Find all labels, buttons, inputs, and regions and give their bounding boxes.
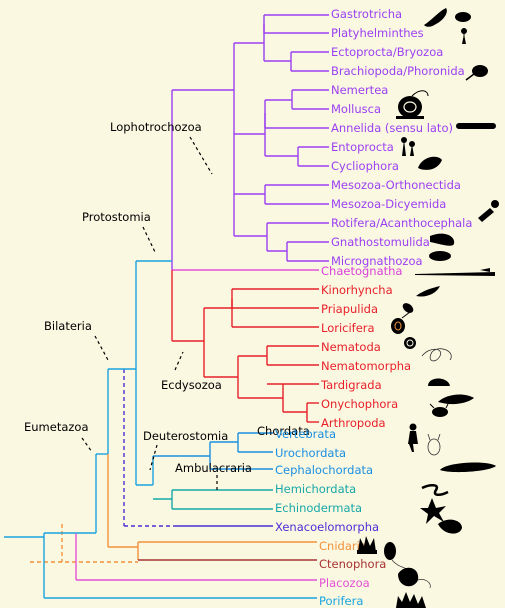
chaetognatha-silhouette-icon (415, 268, 495, 276)
taxon-label-echinodermata: Echinodermata (275, 501, 362, 515)
taxon-label-placozoa: Placozoa (319, 576, 370, 590)
taxon-label-kinorhyncha: Kinorhyncha (321, 283, 393, 297)
clade-label-eumetazoa: Eumetazoa (24, 420, 89, 434)
porifera-silhouette-icon (396, 592, 426, 608)
taxon-label-mesozoa-orthonectida: Mesozoa-Orthonectida (331, 178, 461, 192)
xenacoelomorpha-silhouette-icon (438, 519, 462, 534)
taxon-label-priapulida: Priapulida (321, 302, 378, 316)
protostomia-pointer (142, 226, 156, 253)
priapulida-silhouette-icon (402, 303, 414, 313)
taxon-label-arthropoda: Arthropoda (321, 416, 386, 430)
placozoa-silhouette-icon (398, 567, 431, 589)
taxon-label-cycliophora: Cycliophora (331, 159, 399, 173)
taxon-label-platyhelminthes: Platyhelminthes (331, 26, 424, 40)
clade-label-protostomia: Protostomia (82, 210, 151, 224)
gastrotricha-silhouette-icon (424, 8, 471, 27)
echinodermata-silhouette-icon (420, 498, 446, 524)
taxon-label-brachiopoda-phoronida: Brachiopoda/Phoronida (331, 64, 465, 78)
taxon-label-cnidaria: Cnidaria (319, 539, 367, 553)
taxon-label-porifera: Porifera (319, 594, 363, 608)
tardigrada-silhouette-icon (428, 378, 450, 386)
taxon-label-mesozoa-dicyemida: Mesozoa-Dicyemida (331, 197, 446, 211)
taxon-label-entoprocta: Entoprocta (331, 140, 394, 154)
nematoda-silhouette-icon (404, 337, 416, 349)
taxon-label-micrognathozoa: Micrognathozoa (331, 254, 423, 268)
taxon-label-rotifera-acanthocephala: Rotifera/Acanthocephala (331, 216, 472, 230)
clade-label-deuterostomia: Deuterostomia (143, 429, 228, 443)
gnathostomulida-silhouette-icon (430, 233, 455, 246)
taxon-label-nematoda: Nematoda (321, 340, 381, 354)
kinorhyncha-silhouette-icon (416, 286, 440, 297)
hemichordata-silhouette-icon (421, 484, 449, 496)
organism-silhouettes (357, 8, 499, 608)
taxon-label-cephalochordata: Cephalochordata (275, 463, 373, 477)
nematomorpha-silhouette-icon (421, 348, 452, 362)
deuterostomia-pointer (149, 444, 158, 471)
lophotrochozoa-pointer (189, 136, 213, 175)
taxon-labels: Gastrotricha Platyhelminthes Ectoprocta/Br… (275, 7, 472, 608)
clade-pointers (81, 136, 218, 491)
rotifera-silhouette-icon (478, 200, 499, 222)
cycliophora-silhouette-icon (418, 156, 442, 170)
bilateria-pointer (94, 335, 109, 361)
taxon-label-xenacoelomorpha: Xenacoelomorpha (275, 520, 379, 534)
taxon-label-gastrotricha: Gastrotricha (331, 7, 402, 21)
taxon-label-annelida: Annelida (sensu lato) (331, 121, 453, 135)
taxon-label-chaetognatha: Chaetognatha (321, 264, 402, 278)
taxon-label-loricifera: Loricifera (321, 321, 375, 335)
brachiopoda-silhouette-icon (465, 65, 488, 81)
clade-label-bilateria: Bilateria (44, 319, 92, 333)
taxon-label-nemertea: Nemertea (331, 83, 388, 97)
taxon-label-mollusca: Mollusca (331, 102, 381, 116)
platyhelminthes-silhouette-icon (461, 28, 467, 44)
taxon-label-hemichordata: Hemichordata (275, 482, 356, 496)
eumetazoa-pointer (81, 437, 93, 453)
clade-label-ecdysozoa: Ecdysozoa (161, 378, 222, 392)
urochordata-silhouette-icon (427, 433, 441, 456)
onychophora-silhouette-icon (438, 394, 474, 405)
clade-label-chordata: Chordata (257, 424, 310, 438)
taxon-label-tardigrada: Tardigrada (320, 378, 382, 392)
vertebrata-silhouette-icon (408, 423, 418, 452)
taxon-label-onychophora: Onychophora (321, 397, 398, 411)
annelida-silhouette-icon (456, 123, 496, 129)
cnidaria-silhouette-icon (357, 536, 377, 554)
taxon-label-urochordata: Urochordata (275, 446, 346, 460)
taxon-label-ectoprocta-bryozoa: Ectoprocta/Bryozoa (331, 45, 443, 59)
entoprocta-silhouette-icon (401, 137, 415, 156)
taxon-label-nematomorpha: Nematomorpha (321, 359, 411, 373)
mollusca-silhouette-icon (396, 90, 429, 119)
loricifera-silhouette-icon (391, 311, 411, 334)
clade-label-lophotrochozoa: Lophotrochozoa (110, 120, 202, 134)
clade-label-ambulacraria: Ambulacraria (175, 461, 252, 475)
taxon-label-gnathostomulida: Gnathostomulida (331, 235, 430, 249)
arthropoda-silhouette-icon (429, 403, 449, 417)
ecdysozoa-pointer (174, 351, 184, 371)
cephalochordata-silhouette-icon (440, 462, 496, 473)
clade-labels: Lophotrochozoa Protostomia Bilateria Eum… (24, 120, 310, 475)
taxon-label-vertebrata: Vertebrata (275, 427, 336, 441)
tree-branches (4, 14, 329, 599)
taxon-label-ctenophora: Ctenophora (319, 557, 386, 571)
micrognathozoa-silhouette-icon (429, 251, 451, 261)
